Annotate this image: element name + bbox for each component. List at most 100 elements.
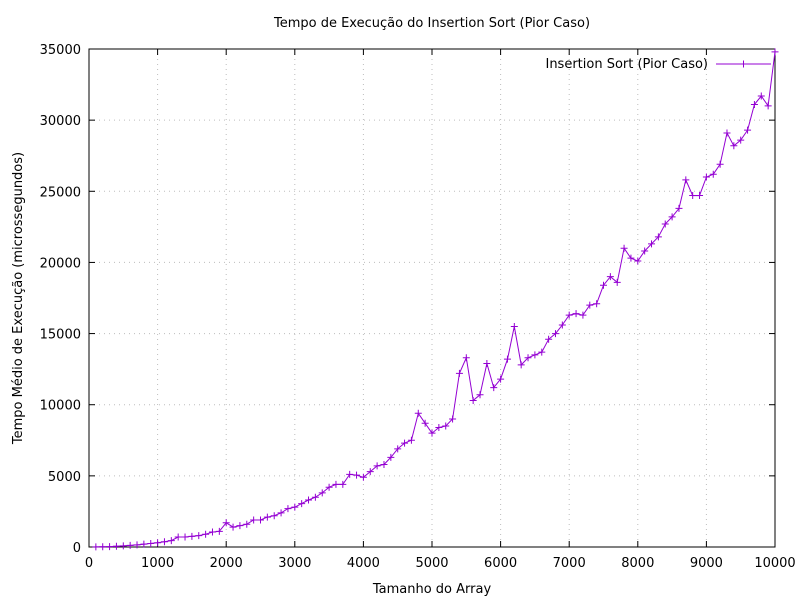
data-point bbox=[613, 278, 621, 286]
data-point bbox=[160, 538, 168, 546]
data-point bbox=[757, 92, 765, 100]
data-point bbox=[387, 453, 395, 461]
data-point bbox=[531, 351, 539, 359]
data-point bbox=[421, 419, 429, 427]
data-point bbox=[339, 480, 347, 488]
y-tick-label: 35000 bbox=[40, 43, 81, 58]
data-point bbox=[92, 543, 100, 551]
y-tick-label: 0 bbox=[73, 541, 81, 556]
data-point bbox=[222, 519, 230, 527]
series-line bbox=[95, 51, 776, 548]
data-point bbox=[771, 48, 779, 56]
data-point bbox=[462, 354, 470, 362]
data-point bbox=[689, 192, 697, 200]
data-point bbox=[497, 375, 505, 383]
y-axis-label: Tempo Médio de Execução (microssegundos) bbox=[11, 152, 26, 445]
data-point bbox=[147, 539, 155, 547]
data-point bbox=[606, 273, 614, 281]
y-tick-label: 5000 bbox=[48, 470, 81, 485]
data-point bbox=[284, 505, 292, 513]
data-point bbox=[174, 533, 182, 541]
data-point bbox=[298, 500, 306, 508]
data-point bbox=[476, 391, 484, 399]
data-point bbox=[620, 244, 628, 252]
data-point bbox=[119, 542, 127, 550]
x-tick-label: 6000 bbox=[484, 556, 517, 571]
data-point bbox=[112, 542, 120, 550]
data-point bbox=[545, 335, 553, 343]
data-point bbox=[99, 543, 107, 551]
data-point bbox=[236, 522, 244, 530]
data-point bbox=[353, 471, 361, 479]
data-point bbox=[593, 300, 601, 308]
data-point bbox=[126, 541, 134, 549]
x-tick-label: 2000 bbox=[210, 556, 243, 571]
data-point bbox=[723, 129, 731, 137]
data-point bbox=[291, 503, 299, 511]
data-point bbox=[311, 493, 319, 501]
data-point bbox=[661, 220, 669, 228]
data-point bbox=[167, 537, 175, 545]
data-point bbox=[737, 136, 745, 144]
data-point bbox=[682, 176, 690, 184]
x-tick-label: 4000 bbox=[347, 556, 380, 571]
data-point bbox=[455, 369, 463, 377]
data-point bbox=[709, 170, 717, 178]
data-point bbox=[538, 348, 546, 356]
data-point bbox=[744, 126, 752, 134]
data-point bbox=[325, 483, 333, 491]
data-point bbox=[668, 213, 676, 221]
x-tick-label: 10000 bbox=[754, 556, 795, 571]
data-point bbox=[764, 102, 772, 110]
data-point bbox=[188, 532, 196, 540]
data-point bbox=[654, 233, 662, 241]
data-point bbox=[435, 423, 443, 431]
data-point bbox=[524, 354, 532, 362]
data-point bbox=[558, 321, 566, 329]
data-point bbox=[442, 422, 450, 430]
x-tick-label: 8000 bbox=[621, 556, 654, 571]
data-point bbox=[551, 330, 559, 338]
data-point bbox=[270, 512, 278, 520]
data-point bbox=[716, 160, 724, 168]
y-tick-label: 10000 bbox=[40, 399, 81, 414]
chart-title: Tempo de Execução do Insertion Sort (Pio… bbox=[273, 16, 590, 31]
data-point bbox=[243, 520, 251, 528]
grid-lines bbox=[89, 49, 775, 547]
data-point bbox=[380, 460, 388, 468]
data-point bbox=[510, 322, 518, 330]
data-point bbox=[634, 257, 642, 265]
y-tick-label: 20000 bbox=[40, 256, 81, 271]
x-tick-label: 1000 bbox=[141, 556, 174, 571]
data-point bbox=[366, 468, 374, 476]
data-point bbox=[750, 100, 758, 108]
data-point bbox=[208, 528, 216, 536]
data-point bbox=[215, 527, 223, 535]
data-point bbox=[401, 439, 409, 447]
x-tick-label: 5000 bbox=[415, 556, 448, 571]
data-point bbox=[318, 489, 326, 497]
data-point bbox=[140, 540, 148, 548]
data-point bbox=[263, 513, 271, 521]
data-point bbox=[106, 543, 114, 551]
data-point bbox=[641, 247, 649, 255]
x-tick-label: 3000 bbox=[278, 556, 311, 571]
axis-ticks: 0 1000 2000 3000 4000 5000 6000 7000 8000 9000 100… bbox=[40, 43, 796, 571]
data-point bbox=[600, 281, 607, 289]
data-point bbox=[428, 429, 436, 437]
data-point bbox=[154, 539, 162, 547]
data-point bbox=[490, 384, 498, 392]
data-point bbox=[586, 301, 594, 309]
data-point bbox=[373, 462, 381, 470]
data-point bbox=[696, 192, 704, 200]
data-point bbox=[449, 415, 457, 423]
x-tick-label: 9000 bbox=[690, 556, 723, 571]
data-point bbox=[394, 445, 402, 453]
data-point bbox=[181, 533, 189, 541]
data-point bbox=[702, 173, 710, 181]
data-point bbox=[517, 361, 525, 369]
data-point bbox=[627, 254, 635, 262]
data-point bbox=[257, 516, 264, 524]
data-point bbox=[332, 480, 340, 488]
